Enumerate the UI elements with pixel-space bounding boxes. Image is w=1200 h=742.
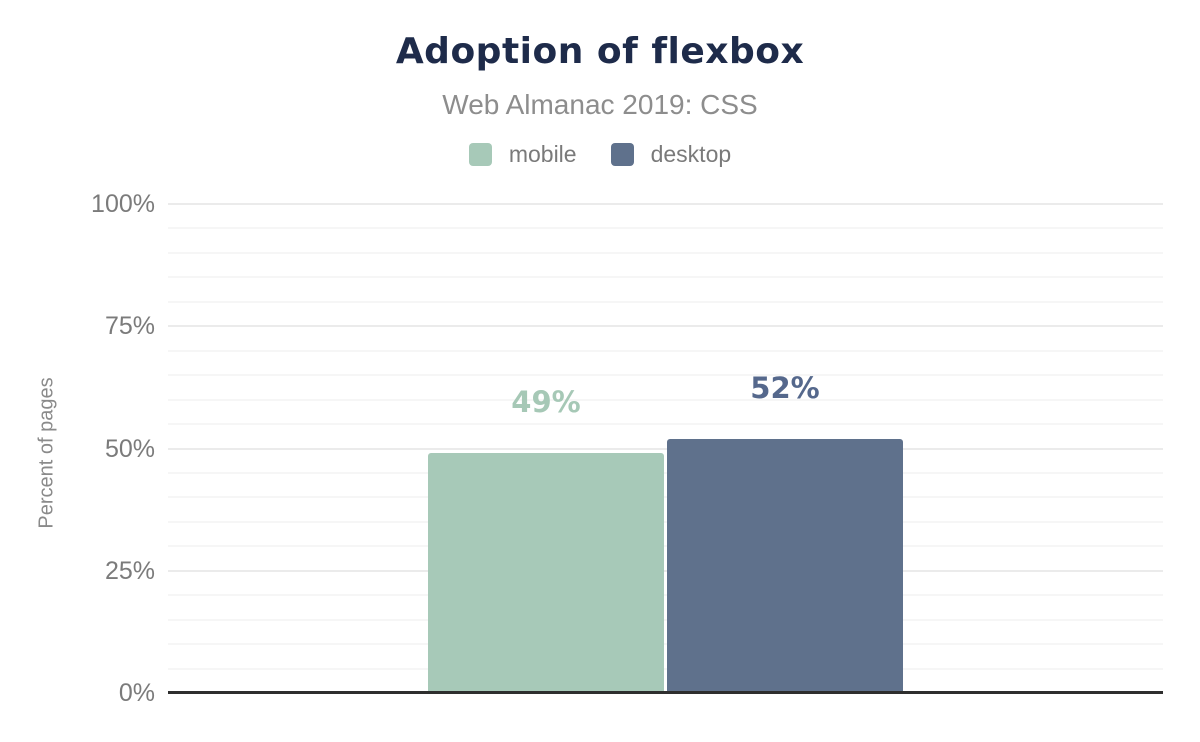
y-tick-label: 100% (91, 190, 155, 218)
gridline-minor (168, 398, 1163, 401)
legend-label-mobile: mobile (508, 141, 577, 167)
legend-item-mobile[interactable]: mobile (468, 141, 577, 167)
plot-area: 49% 52% (168, 203, 1163, 694)
gridline-minor (168, 374, 1163, 377)
chart-title: Adoption of flexbox (395, 31, 805, 72)
y-tick-label: 75% (104, 312, 155, 341)
gridline-major (168, 203, 1163, 205)
chart-legend: mobile desktop (0, 141, 1200, 167)
gridline-minor (168, 545, 1163, 548)
x-axis-baseline (168, 691, 1163, 694)
bar-mobile[interactable] (428, 453, 664, 693)
desktop-swatch-icon (610, 142, 634, 166)
gridline-minor (168, 643, 1163, 646)
gridline-minor (168, 667, 1163, 670)
gridline-major (168, 569, 1163, 572)
gridline-minor (168, 251, 1163, 254)
y-tick-label: 25% (104, 556, 155, 585)
y-tick-label: 0% (118, 679, 155, 707)
bar-desktop[interactable] (667, 438, 903, 693)
gridline-major (168, 325, 1163, 328)
gridline-minor (168, 520, 1163, 523)
bar-value-label-mobile: 49% (511, 385, 581, 420)
legend-label-desktop: desktop (650, 141, 732, 167)
gridline-minor (168, 227, 1163, 230)
gridline-minor (168, 423, 1163, 426)
gridline-minor (168, 276, 1163, 279)
gridline-minor (168, 618, 1163, 621)
gridline-minor (168, 594, 1163, 597)
bar-value-label-desktop: 52% (750, 370, 820, 405)
gridline-major (168, 447, 1163, 450)
gridline-minor (168, 349, 1163, 352)
legend-item-desktop[interactable]: desktop (610, 141, 732, 167)
gridline-minor (168, 300, 1163, 303)
gridline-minor (168, 471, 1163, 474)
mobile-swatch-icon (468, 142, 492, 166)
y-tick-label: 50% (104, 434, 155, 463)
gridline-minor (168, 496, 1163, 499)
chart-subtitle: Web Almanac 2019: CSS (442, 89, 758, 120)
